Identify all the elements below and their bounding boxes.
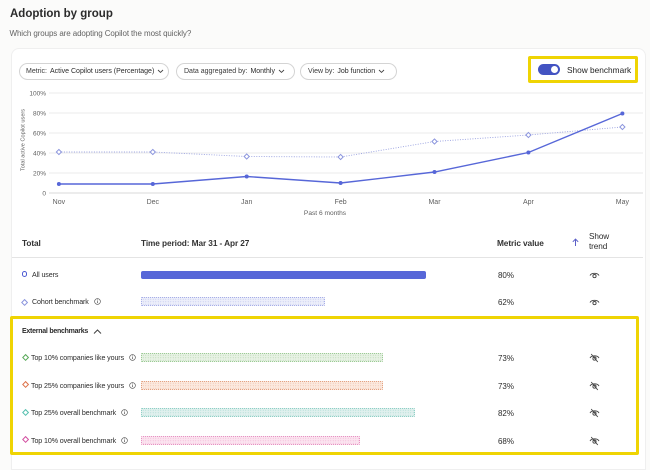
svg-text:Apr: Apr — [523, 199, 535, 206]
svg-text:Jan: Jan — [241, 199, 252, 206]
svg-text:20%: 20% — [33, 171, 46, 178]
svg-text:Total active Copilot users: Total active Copilot users — [21, 109, 27, 171]
svg-text:Feb: Feb — [335, 199, 347, 206]
svg-text:Mar: Mar — [428, 199, 441, 206]
svg-text:0: 0 — [42, 191, 46, 198]
svg-text:60%: 60% — [33, 131, 46, 138]
svg-text:Nov: Nov — [53, 199, 66, 206]
svg-text:100%: 100% — [29, 91, 46, 98]
svg-text:40%: 40% — [33, 151, 46, 158]
svg-text:80%: 80% — [33, 111, 46, 118]
svg-text:Past 6 months: Past 6 months — [304, 210, 347, 217]
svg-text:May: May — [616, 199, 630, 206]
svg-text:Dec: Dec — [147, 199, 160, 206]
